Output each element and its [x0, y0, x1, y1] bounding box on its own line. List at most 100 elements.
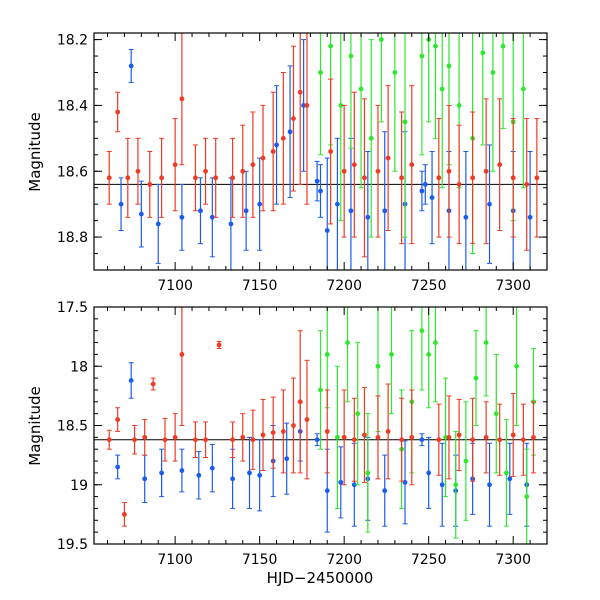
bottom-red-point: [385, 429, 391, 434]
bottom-green-point: [473, 375, 479, 381]
bottom-red-point: [203, 437, 208, 443]
top-green-point: [378, 37, 384, 42]
bottom-y-tick-label: 18.5: [57, 419, 88, 435]
top-red-point: [230, 175, 236, 181]
bottom-green-point: [419, 328, 425, 334]
bottom-red-point: [280, 429, 286, 434]
bottom-blue-point: [128, 378, 134, 383]
x-axis-title: HJD−2450000: [267, 569, 374, 587]
bottom-panel: 7100 7150 7200 7250 7300 17.5 18 18.5 19 19.5 Mag…: [26, 300, 548, 587]
top-red-point: [341, 168, 347, 174]
top-red-point: [159, 175, 165, 181]
bottom-blue-point: [257, 472, 263, 478]
top-blue-point: [335, 201, 340, 207]
top-blue-point: [463, 214, 469, 220]
bottom-x-tick-label: 7100: [157, 552, 193, 568]
top-green-point: [338, 103, 344, 108]
top-green-point: [348, 53, 354, 59]
bottom-red-point: [446, 434, 452, 440]
bottom-red-point: [132, 437, 137, 443]
top-green-point: [402, 119, 408, 125]
top-blue-point: [155, 221, 161, 227]
top-y-tick-label: 18.8: [57, 230, 88, 246]
bottom-y-tick-label: 17.5: [57, 300, 88, 316]
top-red-point: [135, 168, 141, 174]
top-green-point: [446, 63, 452, 69]
bottom-red-point: [362, 432, 367, 438]
top-y-tick-label: 18.4: [57, 98, 88, 114]
top-green-point: [500, 43, 506, 49]
top-blue-point: [429, 195, 435, 200]
top-red-point: [409, 162, 415, 168]
top-red-point: [497, 162, 503, 168]
top-x-tick-label: 7150: [242, 278, 278, 294]
top-x-tick-label: 7300: [495, 278, 531, 294]
top-red-point: [385, 155, 391, 161]
top-green-point: [328, 43, 334, 49]
top-red-point: [125, 175, 131, 181]
top-green-point: [520, 86, 526, 92]
top-blue-point: [527, 214, 533, 220]
top-red-point: [179, 96, 185, 102]
top-red-point: [375, 168, 381, 174]
bottom-series-red: [106, 307, 536, 527]
top-blue-point: [138, 211, 144, 217]
top-red-point: [351, 162, 357, 168]
bottom-red-point: [122, 511, 127, 517]
bottom-green-point: [443, 434, 448, 440]
top-green-point: [392, 70, 398, 75]
top-blue-point: [228, 221, 234, 227]
bottom-red-point: [483, 434, 489, 440]
bottom-green-point: [483, 340, 489, 345]
bottom-blue-point: [230, 476, 236, 482]
top-blue-point: [243, 208, 249, 214]
bottom-red-point: [260, 432, 266, 438]
bottom-plot-area: [94, 307, 547, 544]
top-green-point: [480, 50, 486, 56]
top-blue-point: [365, 214, 371, 220]
bottom-red-point: [172, 434, 178, 440]
top-y-axis-title: Magnitude: [26, 112, 44, 191]
bottom-blue-point: [142, 476, 148, 482]
bottom-green-point: [324, 352, 330, 357]
bottom-green-point: [335, 434, 340, 440]
top-red-point: [362, 175, 367, 181]
bottom-x-tick-label: 7200: [326, 552, 362, 568]
top-green-point: [433, 43, 438, 49]
bottom-blue-point: [324, 488, 330, 494]
top-red-point: [172, 162, 178, 168]
bottom-blue-point: [426, 470, 432, 476]
top-green-point: [368, 135, 374, 141]
bottom-blue-point: [179, 468, 185, 473]
top-blue-point: [128, 63, 134, 69]
bottom-green-point: [514, 363, 519, 369]
top-series-blue: [118, 39, 533, 270]
bottom-red-point: [270, 430, 276, 436]
bottom-blue-point: [159, 470, 165, 476]
bottom-series-blue: [115, 362, 530, 533]
top-blue-point: [257, 201, 263, 207]
top-red-point: [510, 175, 516, 181]
bottom-red-point: [162, 437, 168, 443]
bottom-red-point: [375, 434, 381, 440]
bottom-red-point: [193, 437, 198, 443]
bottom-red-point: [230, 437, 236, 443]
top-x-tick-label: 7200: [326, 278, 362, 294]
top-green-point: [358, 86, 364, 92]
top-blue-point: [118, 201, 124, 207]
top-x-tick-label: 7250: [411, 278, 447, 294]
top-panel: 7100 7150 7200 7250 7300 18.2 18.4 18.6 18.8 Mag…: [26, 32, 548, 294]
bottom-red-point: [456, 432, 462, 438]
bottom-green-point: [493, 411, 499, 417]
bottom-red-point: [142, 434, 148, 440]
top-red-point: [524, 182, 530, 187]
top-blue-point: [274, 142, 279, 148]
top-red-point: [115, 109, 121, 115]
bottom-green-point: [345, 340, 350, 345]
top-red-point: [280, 135, 286, 141]
bottom-blue-point: [314, 437, 320, 443]
bottom-blue-point: [115, 464, 121, 470]
bottom-y-axis-title: Magnitude: [26, 386, 44, 465]
top-blue-point: [198, 208, 203, 214]
